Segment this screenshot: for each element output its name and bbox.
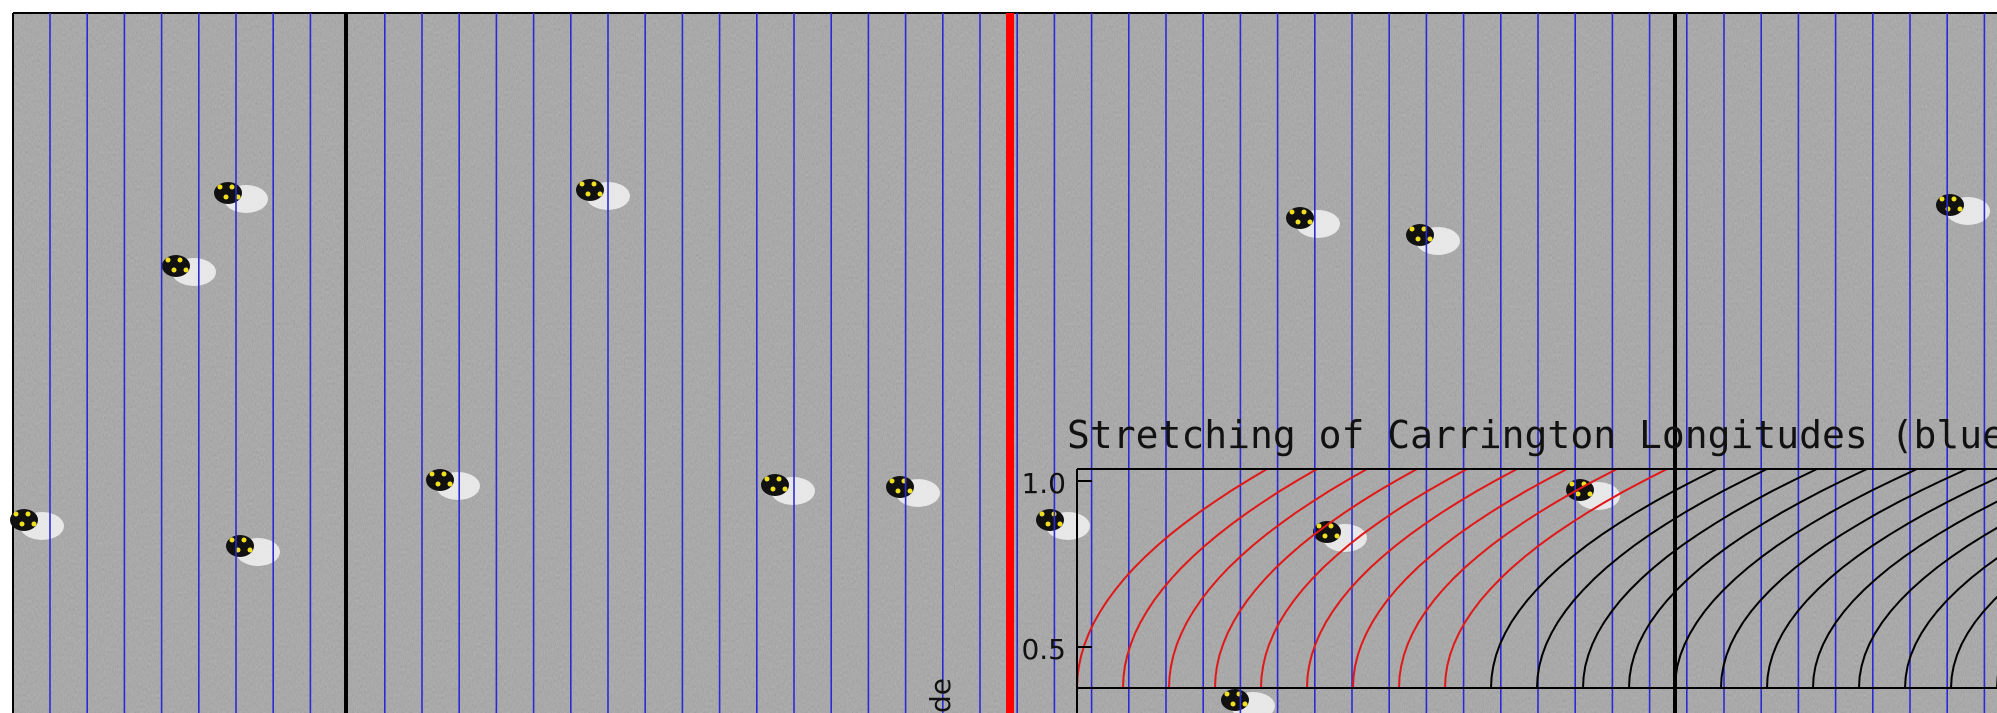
feature-point: [26, 512, 31, 517]
feature-point: [442, 472, 447, 477]
feature-point: [890, 479, 895, 484]
feature-point: [908, 489, 913, 494]
inset-title: Stretching of Carrington Longitudes (blu…: [1067, 413, 1997, 457]
feature-point: [224, 195, 229, 200]
feature-point: [1058, 522, 1063, 527]
feature-point: [1576, 492, 1581, 497]
feature-point: [1046, 522, 1051, 527]
feature-point: [1958, 207, 1963, 212]
feature-point: [1588, 492, 1593, 497]
feature-point: [1308, 220, 1313, 225]
feature-point: [218, 185, 223, 190]
feature-point: [1231, 702, 1236, 707]
feature-point: [771, 487, 776, 492]
feature-point: [1410, 227, 1415, 232]
y-tick-label: 0.5: [1021, 633, 1066, 666]
page: {"inset": {"title": "Stretching of Carri…: [0, 0, 1997, 713]
feature-point: [586, 192, 591, 197]
feature-point: [166, 258, 171, 263]
feature-point: [1946, 207, 1951, 212]
feature-point: [230, 185, 235, 190]
feature-point: [20, 522, 25, 527]
feature-point: [1317, 524, 1322, 529]
feature-point: [248, 548, 253, 553]
feature-point: [1428, 237, 1433, 242]
feature-point: [184, 268, 189, 273]
feature-point: [1952, 197, 1957, 202]
feature-point: [1243, 702, 1248, 707]
feature-point: [1290, 210, 1295, 215]
feature-point: [765, 477, 770, 482]
feature-point: [178, 258, 183, 263]
feature-point: [1940, 197, 1945, 202]
feature-point: [172, 268, 177, 273]
y-tick-label: 1.0: [1021, 467, 1066, 500]
feature-point: [896, 489, 901, 494]
feature-point: [14, 512, 19, 517]
feature-point: [32, 522, 37, 527]
feature-point: [1323, 534, 1328, 539]
feature-point: [592, 182, 597, 187]
feature-point: [598, 192, 603, 197]
magnetogram-view: Stretching of Carrington Longitudes (blu…: [0, 0, 1997, 713]
feature-point: [1040, 512, 1045, 517]
y-axis-label: de: [924, 678, 957, 713]
feature-point: [1416, 237, 1421, 242]
feature-point: [448, 482, 453, 487]
feature-point: [1225, 692, 1230, 697]
feature-point: [783, 487, 788, 492]
feature-point: [436, 482, 441, 487]
feature-point: [580, 182, 585, 187]
feature-point: [1335, 534, 1340, 539]
feature-point: [777, 477, 782, 482]
feature-point: [1296, 220, 1301, 225]
feature-point: [1570, 482, 1575, 487]
feature-point: [1302, 210, 1307, 215]
feature-point: [242, 538, 247, 543]
feature-point: [430, 472, 435, 477]
feature-point: [230, 538, 235, 543]
